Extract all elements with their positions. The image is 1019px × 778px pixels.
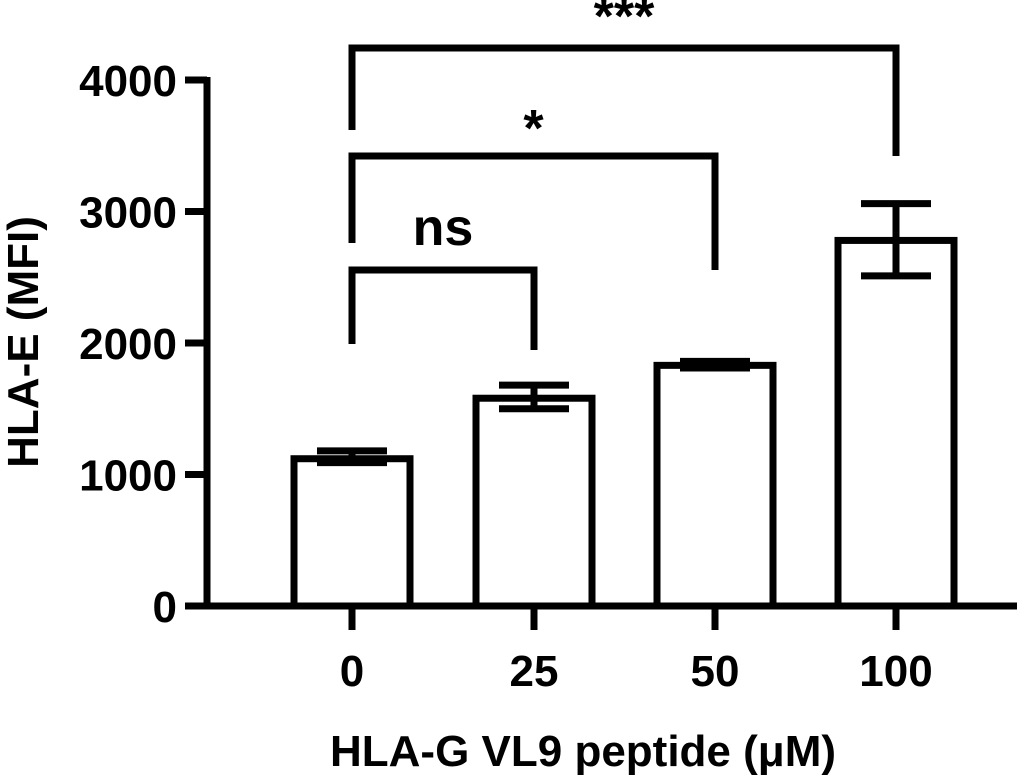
x-tick-label-100: 100: [859, 647, 932, 696]
significance-bracket-0-vs-50: [348, 152, 719, 270]
axes-group: 0 1000 2000 3000 4000 0 25 50 100: [79, 57, 1017, 696]
bar-25: [472, 394, 596, 610]
x-tick-label-50: 50: [691, 647, 740, 696]
significance-bracket-0-vs-25: [348, 266, 538, 350]
y-tick-label-4000: 4000: [79, 57, 177, 106]
bar-0: [290, 455, 414, 610]
significance-bracket-0-vs-100: [348, 44, 900, 156]
error-bars-group: [317, 200, 931, 467]
bar-100: [834, 236, 958, 610]
x-axis-title: HLA-G VL9 peptide (μM): [330, 727, 836, 776]
x-tick-label-25: 25: [510, 647, 559, 696]
y-tick-label-2000: 2000: [79, 320, 177, 369]
y-axis-title: HLA-E (MFI): [0, 216, 48, 468]
y-tick-label-0: 0: [153, 583, 177, 632]
bar-50: [653, 361, 777, 610]
y-tick-label-3000: 3000: [79, 189, 177, 238]
significance-label-0-vs-100: ***: [594, 0, 655, 46]
bars-group: [290, 236, 958, 610]
y-tick-label-1000: 1000: [79, 452, 177, 501]
significance-label-0-vs-25: ns: [413, 199, 474, 257]
significance-group: ns****: [348, 0, 900, 350]
significance-label-0-vs-50: *: [523, 100, 544, 158]
x-tick-label-0: 0: [340, 647, 364, 696]
